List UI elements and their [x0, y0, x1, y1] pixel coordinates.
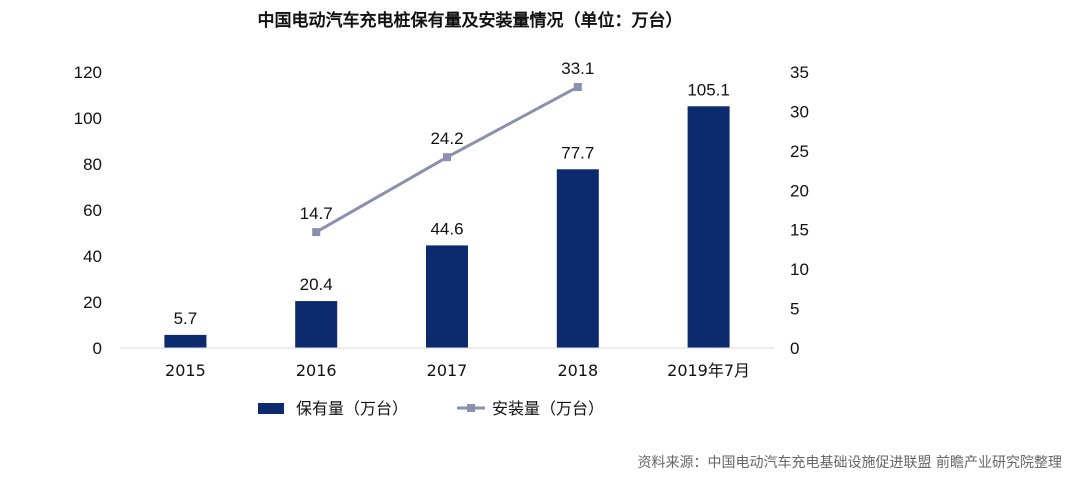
- y-right-tick-label: 15: [790, 221, 809, 240]
- x-tick-label: 2018: [557, 361, 598, 380]
- plot-area: 0 20 40 60 80 100 120 0 5 10 15 20 25 30 35 5.7 20.4 44.6…: [74, 59, 809, 380]
- y-left-tick-label: 120: [74, 63, 102, 82]
- line-point-marker: [443, 153, 451, 162]
- x-tick-label: 2017: [427, 361, 468, 380]
- y-right-tick-label: 25: [790, 142, 809, 161]
- x-tick-label: 2015: [165, 361, 206, 380]
- y-right-tick-label: 10: [790, 260, 809, 279]
- y-left-tick-label: 60: [83, 201, 102, 220]
- x-tick-label: 2016: [296, 361, 337, 380]
- y-left-tick-label: 100: [74, 109, 102, 128]
- bar-2015: [164, 334, 207, 348]
- y-left-tick-label: 80: [83, 155, 102, 174]
- line-point-marker: [573, 82, 582, 91]
- line-value-label: 14.7: [300, 204, 333, 223]
- bar-2019年7月: [687, 106, 730, 349]
- bar-value-label: 44.6: [430, 219, 463, 238]
- y-right-tick-label: 35: [790, 63, 809, 82]
- y-left-tick-label: 0: [93, 339, 102, 358]
- legend: 保有量（万台） 安装量（万台）: [258, 399, 604, 418]
- y-right-tick-label: 20: [790, 181, 809, 200]
- bar-value-label: 5.7: [174, 309, 198, 328]
- bar-2017: [426, 245, 468, 348]
- y-left-tick-label: 20: [83, 293, 102, 312]
- line-value-label: 24.2: [430, 129, 463, 148]
- legend-line-marker: [467, 404, 475, 412]
- bar-value-label: 77.7: [561, 143, 594, 162]
- bar-2016: [295, 301, 338, 348]
- line-value-label: 33.1: [561, 59, 594, 78]
- legend-line-label: 安装量（万台）: [492, 399, 604, 418]
- source-note: 资料来源：中国电动汽车充电基础设施促进联盟 前瞻产业研究院整理: [638, 454, 1062, 471]
- legend-bar-label: 保有量（万台）: [296, 399, 408, 418]
- y-right-tick-label: 30: [790, 102, 809, 121]
- bar-value-label: 20.4: [300, 275, 333, 294]
- y-right-tick-label: 0: [790, 339, 799, 358]
- bar-value-label: 105.1: [687, 80, 730, 99]
- line-point-marker: [312, 228, 321, 237]
- bar-2018: [556, 169, 599, 348]
- chart-title: 中国电动汽车充电桩保有量及安装量情况（单位：万台）: [258, 10, 683, 31]
- x-tick-label: 2019年7月: [667, 361, 750, 380]
- y-left-tick-label: 40: [83, 247, 102, 266]
- legend-bar-swatch: [258, 403, 284, 414]
- y-right-tick-label: 5: [790, 300, 799, 319]
